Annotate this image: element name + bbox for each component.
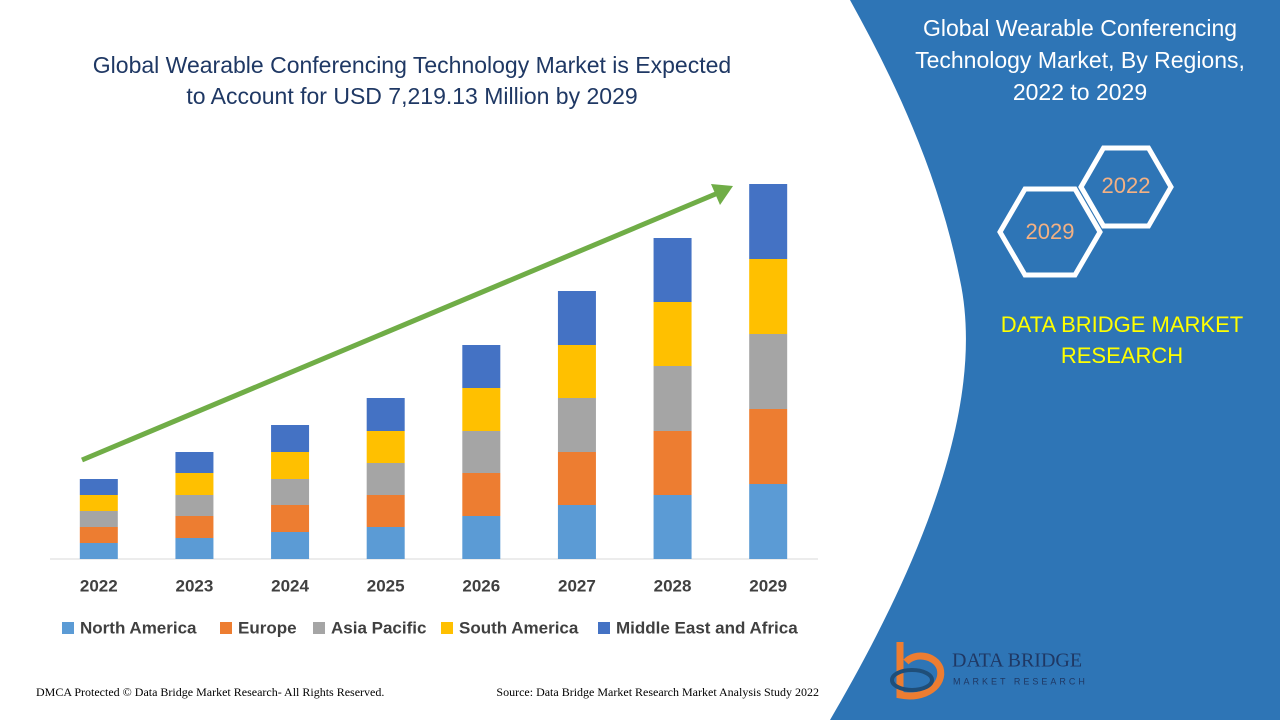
bar-segment [175, 516, 214, 538]
panel-title: Global Wearable Conferencing Technology … [915, 15, 1245, 105]
legend-swatch [62, 622, 74, 634]
x-tick-label: 2028 [654, 576, 692, 595]
panel-title-line: 2022 to 2029 [1013, 79, 1147, 105]
bar-segment [79, 527, 118, 543]
x-tick-label: 2025 [367, 576, 405, 595]
hex-label: 2029 [1026, 219, 1075, 244]
hexagon [997, 186, 1103, 278]
legend-label: South America [459, 618, 579, 637]
x-tick-label: 2026 [462, 576, 500, 595]
bar-segment [749, 184, 788, 259]
hex-label: 2022 [1102, 173, 1151, 198]
x-tick-label: 2022 [80, 576, 118, 595]
bar-segment [653, 238, 692, 302]
bar-segment [557, 398, 596, 452]
legend-swatch [441, 622, 453, 634]
legend-label: Europe [238, 618, 297, 637]
legend-label: Middle East and Africa [616, 618, 798, 637]
hexagon [1078, 145, 1174, 229]
bar-segment [462, 516, 501, 559]
brand-line: RESEARCH [1061, 343, 1183, 368]
bar-segment [366, 431, 405, 463]
bar-segment [653, 302, 692, 366]
bar-segment [749, 409, 788, 484]
panel-title-line: Global Wearable Conferencing [923, 15, 1237, 41]
logo-name: DATA BRIDGE [952, 650, 1082, 672]
bar-segment [749, 484, 788, 559]
bar-segment [271, 532, 310, 559]
bar-segment [557, 345, 596, 398]
bar-segment [175, 473, 214, 495]
bar-segment [749, 259, 788, 334]
trend-arrow [81, 190, 719, 463]
copyright: DMCA Protected © Data Bridge Market Rese… [36, 685, 384, 699]
brand-line: DATA BRIDGE MARKET [1001, 312, 1243, 337]
x-tick-label: 2024 [271, 576, 309, 595]
bar-segment [366, 495, 405, 527]
bar-segment [175, 452, 214, 473]
bar-segment [653, 495, 692, 559]
bar-segment [653, 431, 692, 495]
chart-title: Global Wearable Conferencing Technology … [93, 52, 731, 109]
logo: DATA BRIDGE MARKET RESEARCH [890, 642, 1088, 700]
panel-title-line: Technology Market, By Regions, [915, 47, 1245, 73]
x-tick-label: 2027 [558, 576, 596, 595]
legend-swatch [220, 622, 232, 634]
logo-tagline: MARKET RESEARCH [953, 676, 1088, 686]
bar-segment [175, 538, 214, 559]
bar-segment [462, 388, 501, 431]
title-line: Global Wearable Conferencing Technology … [93, 52, 731, 78]
x-tick-label: 2023 [176, 576, 214, 595]
legend-label: North America [80, 618, 197, 637]
bar-segment [462, 345, 501, 388]
brand: DATA BRIDGE MARKET RESEARCH [1001, 312, 1243, 368]
bar-segment [462, 473, 501, 516]
bar-segment [271, 452, 310, 479]
bar-segment [462, 431, 501, 473]
bar-segment [653, 366, 692, 431]
bar-segment [366, 398, 405, 431]
legend-swatch [598, 622, 610, 634]
bar-segment [366, 463, 405, 495]
bar-segment [271, 425, 310, 452]
bar-segment [557, 291, 596, 345]
legend-label: Asia Pacific [331, 618, 426, 637]
bar-segment [79, 479, 118, 495]
bar-segment [271, 505, 310, 532]
bar-segment [557, 505, 596, 559]
bar-segment [366, 527, 405, 559]
bar-segment [557, 452, 596, 505]
bar-segment [79, 543, 118, 559]
bar-segment [749, 334, 788, 409]
source: Source: Data Bridge Market Research Mark… [496, 685, 819, 699]
bar-segment [79, 495, 118, 511]
logo-mark [890, 668, 934, 692]
bar-segment [79, 511, 118, 527]
plot: 2022 2023 2024 2025 2026 2027 2028 2029 North Am… [62, 184, 798, 637]
x-tick-label: 2029 [749, 576, 787, 595]
legend-swatch [313, 622, 325, 634]
bar-segment [175, 495, 214, 516]
arrow-head [711, 184, 733, 205]
bar-segment [271, 479, 310, 505]
title-line: to Account for USD 7,219.13 Million by 2… [186, 83, 637, 109]
logo-mark [896, 642, 945, 700]
